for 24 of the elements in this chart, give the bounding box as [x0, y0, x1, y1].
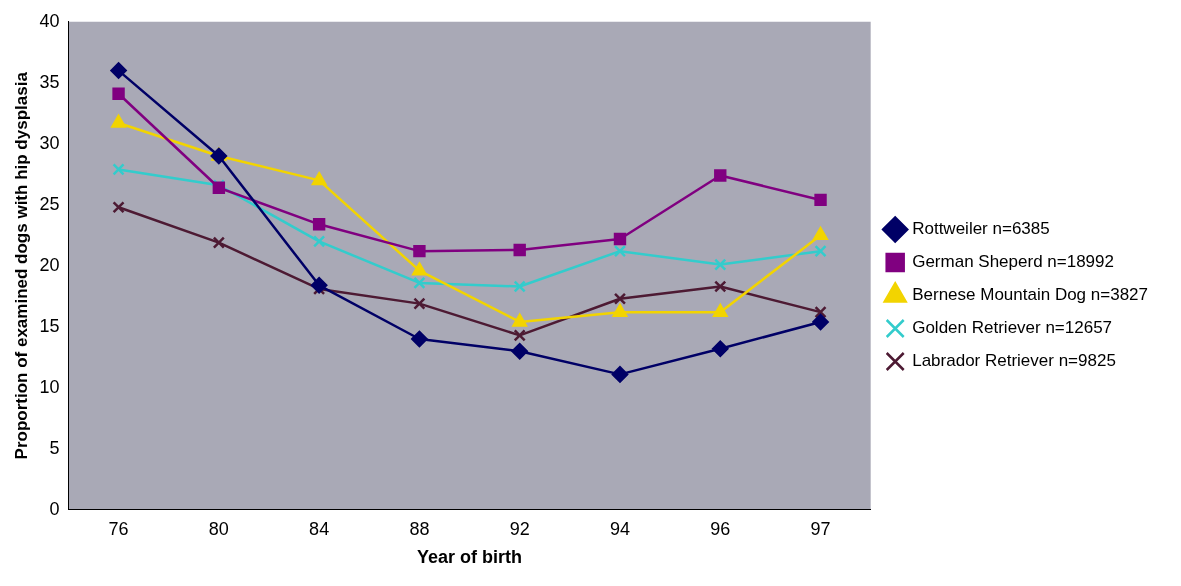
x-tick-label: 97: [810, 518, 831, 539]
y-tick-label: 30: [39, 132, 60, 153]
y-tick-label: 40: [39, 10, 60, 31]
legend-label: Golden Retriever n=12657: [912, 318, 1113, 338]
y-tick-label: 5: [49, 437, 60, 458]
x-tick-label: 92: [509, 518, 530, 539]
x-axis-title: Year of birth: [417, 547, 523, 568]
x-tick-label: 94: [609, 518, 630, 539]
x-tick-label: 96: [710, 518, 731, 539]
y-tick-label: 15: [39, 315, 60, 336]
y-tick-label: 0: [49, 498, 60, 519]
y-tick-label: 20: [39, 254, 60, 275]
y-tick-label: 25: [39, 193, 60, 214]
legend-label: Rottweiler n=6385: [912, 219, 1050, 239]
legend-label: German Sheperd n=18992: [912, 252, 1114, 272]
legend-label: Bernese Mountain Dog n=3827: [912, 285, 1148, 305]
x-tick-label: 84: [309, 518, 330, 539]
x-tick-label: 80: [208, 518, 229, 539]
x-tick-label: 88: [409, 518, 430, 539]
y-tick-label: 35: [39, 71, 60, 92]
x-tick-label: 76: [108, 518, 129, 539]
y-axis-title: Proportion of examined dogs with hip dysplasia: [11, 71, 31, 460]
legend-label: Labrador Retriever n=9825: [912, 351, 1116, 371]
y-tick-label: 10: [39, 376, 60, 397]
